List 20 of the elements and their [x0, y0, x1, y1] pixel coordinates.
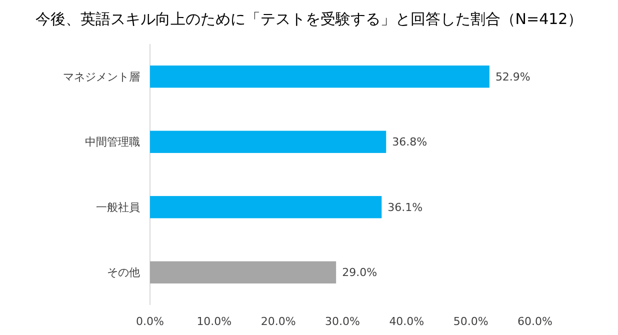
chart-title: 今後、英語スキル向上のために「テストを受験する」と回答した割合（N=412） — [35, 10, 583, 28]
x-tick-label: 20.0% — [260, 315, 296, 328]
bar — [150, 66, 490, 88]
bar — [150, 196, 382, 218]
x-tick-label: 10.0% — [196, 315, 232, 328]
data-label: 36.1% — [388, 200, 423, 214]
x-tick-label: 40.0% — [389, 315, 424, 328]
y-tick-label: 中間管理職 — [85, 136, 140, 149]
x-tick-label: 60.0% — [518, 315, 552, 328]
data-label: 29.0% — [342, 266, 378, 280]
y-tick-label: 一般社員 — [96, 200, 140, 214]
x-tick-label: 30.0% — [325, 315, 360, 328]
data-label: 36.8% — [392, 136, 428, 149]
bar — [150, 130, 386, 153]
x-tick-label: 0.0% — [136, 315, 164, 328]
y-tick-label: マネジメント層 — [63, 70, 140, 84]
bar — [150, 261, 336, 284]
data-label: 52.9% — [495, 70, 530, 84]
y-tick-label: その他 — [107, 266, 140, 280]
x-tick-label: 50.0% — [453, 315, 488, 328]
